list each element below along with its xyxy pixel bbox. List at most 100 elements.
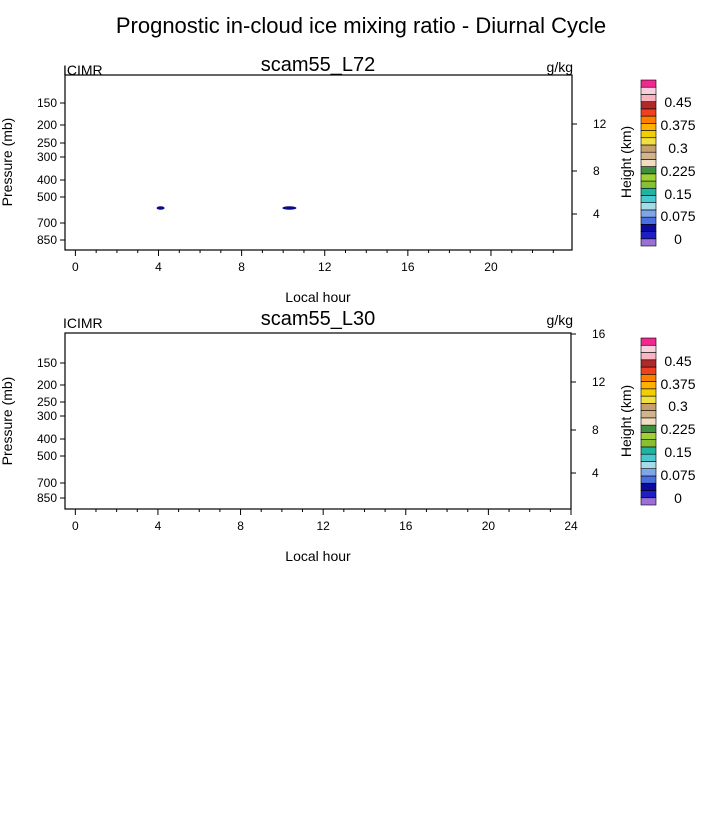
y-tick-label: 700 bbox=[37, 216, 57, 230]
colorbar-swatch bbox=[640, 446, 657, 455]
y-tick-label: 850 bbox=[37, 491, 57, 505]
y-tick-label: 500 bbox=[37, 190, 57, 204]
x-tick-label: 8 bbox=[238, 260, 245, 274]
x-tick-label: 0 bbox=[72, 519, 79, 533]
y-tick-label: 150 bbox=[37, 356, 57, 370]
panel-top-x-axis: 0 4 8 12 16 20 bbox=[72, 250, 554, 274]
colorbar-swatch bbox=[640, 180, 657, 189]
panel-top-y-right-axis: 4 8 12 bbox=[572, 117, 607, 221]
y-tick-label: 400 bbox=[37, 173, 57, 187]
colorbar-label: 0.45 bbox=[664, 353, 691, 369]
x-tick-label: 8 bbox=[237, 519, 244, 533]
contour-patch bbox=[156, 206, 165, 210]
colorbar-swatch bbox=[640, 231, 657, 240]
panel-top-y-label: Pressure (mb) bbox=[0, 118, 15, 207]
y-tick-label: 850 bbox=[37, 233, 57, 247]
y-tick-label: 700 bbox=[37, 476, 57, 490]
x-tick-label: 24 bbox=[564, 519, 578, 533]
colorbar-swatch bbox=[640, 410, 657, 419]
y-right-tick-label: 4 bbox=[593, 207, 600, 221]
colorbar-swatch bbox=[640, 216, 657, 225]
colorbar-swatch bbox=[640, 352, 657, 361]
colorbar-swatch bbox=[640, 173, 657, 182]
colorbar-swatch bbox=[640, 195, 657, 203]
colorbar-label: 0 bbox=[674, 231, 682, 247]
y-tick-label: 300 bbox=[37, 409, 57, 423]
y-right-tick-label: 12 bbox=[593, 117, 607, 131]
contour-patch bbox=[282, 206, 297, 210]
panel-bottom-y-label: Pressure (mb) bbox=[0, 377, 15, 466]
x-tick-label: 4 bbox=[155, 519, 162, 533]
colorbar-label: 0.45 bbox=[664, 94, 691, 110]
x-tick-label: 4 bbox=[155, 260, 162, 274]
x-tick-label: 12 bbox=[316, 519, 330, 533]
colorbar-swatch bbox=[640, 359, 657, 368]
panel-top: ICIMR scam55_L72 g/kg 0 4 8 12 16 20 150 200 25… bbox=[0, 54, 696, 305]
colorbar-swatch bbox=[640, 453, 657, 462]
panel-bottom: ICIMR scam55_L30 g/kg 0 4 8 12 16 20 24 150 200… bbox=[0, 308, 696, 564]
colorbar-swatch bbox=[640, 439, 657, 448]
colorbar-swatch bbox=[640, 417, 657, 426]
colorbar-swatch bbox=[640, 395, 657, 404]
x-tick-label: 0 bbox=[72, 260, 79, 274]
colorbar-swatch bbox=[640, 490, 657, 499]
colorbar-swatch bbox=[640, 144, 657, 153]
x-tick-label: 16 bbox=[399, 519, 413, 533]
colorbar-swatch bbox=[640, 461, 657, 469]
colorbar-label: 0.075 bbox=[660, 467, 695, 483]
panel-bottom-y-right-axis: 4 8 12 16 bbox=[571, 327, 606, 480]
colorbar-swatch bbox=[640, 94, 657, 102]
y-right-tick-label: 8 bbox=[592, 423, 599, 437]
colorbar-swatch bbox=[640, 403, 657, 411]
colorbar-swatch bbox=[640, 497, 657, 506]
colorbar-swatch bbox=[640, 381, 657, 390]
y-tick-label: 150 bbox=[37, 96, 57, 110]
y-right-tick-label: 4 bbox=[592, 466, 599, 480]
panel-top-colorbar bbox=[640, 79, 657, 247]
colorbar-swatch bbox=[640, 101, 657, 110]
colorbar-swatch bbox=[640, 86, 657, 95]
panel-bottom-plot-frame bbox=[64, 332, 572, 510]
colorbar-swatch bbox=[640, 224, 657, 232]
colorbar-label: 0.225 bbox=[660, 163, 695, 179]
panel-top-contours bbox=[156, 206, 297, 210]
colorbar-swatch bbox=[640, 344, 657, 353]
panel-top-units: g/kg bbox=[547, 59, 573, 75]
x-tick-label: 20 bbox=[484, 260, 498, 274]
colorbar-swatch bbox=[640, 159, 657, 167]
colorbar-swatch bbox=[640, 432, 657, 440]
colorbar-label: 0.375 bbox=[660, 376, 695, 392]
colorbar-swatch bbox=[640, 374, 657, 382]
panel-top-variable-label: ICIMR bbox=[63, 62, 103, 78]
panel-top-x-label: Local hour bbox=[285, 289, 351, 305]
panel-bottom-x-label: Local hour bbox=[285, 548, 351, 564]
x-tick-label: 20 bbox=[482, 519, 496, 533]
colorbar-swatch bbox=[640, 151, 657, 160]
colorbar-label: 0.15 bbox=[664, 444, 691, 460]
colorbar-swatch bbox=[640, 130, 657, 139]
panel-bottom-colorbar-labels: 0 0.075 0.15 0.225 0.3 0.375 0.45 bbox=[660, 353, 695, 506]
y-tick-label: 400 bbox=[37, 432, 57, 446]
colorbar-label: 0.225 bbox=[660, 421, 695, 437]
colorbar-swatch bbox=[640, 209, 657, 218]
y-tick-label: 200 bbox=[37, 118, 57, 132]
x-tick-label: 16 bbox=[401, 260, 415, 274]
y-tick-label: 500 bbox=[37, 449, 57, 463]
panel-bottom-variable-label: ICIMR bbox=[63, 315, 103, 331]
panel-top-y-right-label: Height (km) bbox=[618, 126, 634, 198]
colorbar-swatch bbox=[640, 475, 657, 484]
y-tick-label: 200 bbox=[37, 378, 57, 392]
y-right-tick-label: 16 bbox=[592, 327, 606, 341]
y-right-tick-label: 8 bbox=[593, 164, 600, 178]
colorbar-swatch bbox=[640, 424, 657, 433]
colorbar-swatch bbox=[640, 123, 657, 131]
panel-top-colorbar-labels: 0 0.075 0.15 0.225 0.3 0.375 0.45 bbox=[660, 94, 695, 247]
y-tick-label: 250 bbox=[37, 395, 57, 409]
colorbar-swatch bbox=[640, 482, 657, 491]
y-right-tick-label: 12 bbox=[592, 375, 606, 389]
colorbar-swatch bbox=[640, 79, 657, 88]
colorbar-swatch bbox=[640, 388, 657, 397]
colorbar-label: 0.075 bbox=[660, 208, 695, 224]
